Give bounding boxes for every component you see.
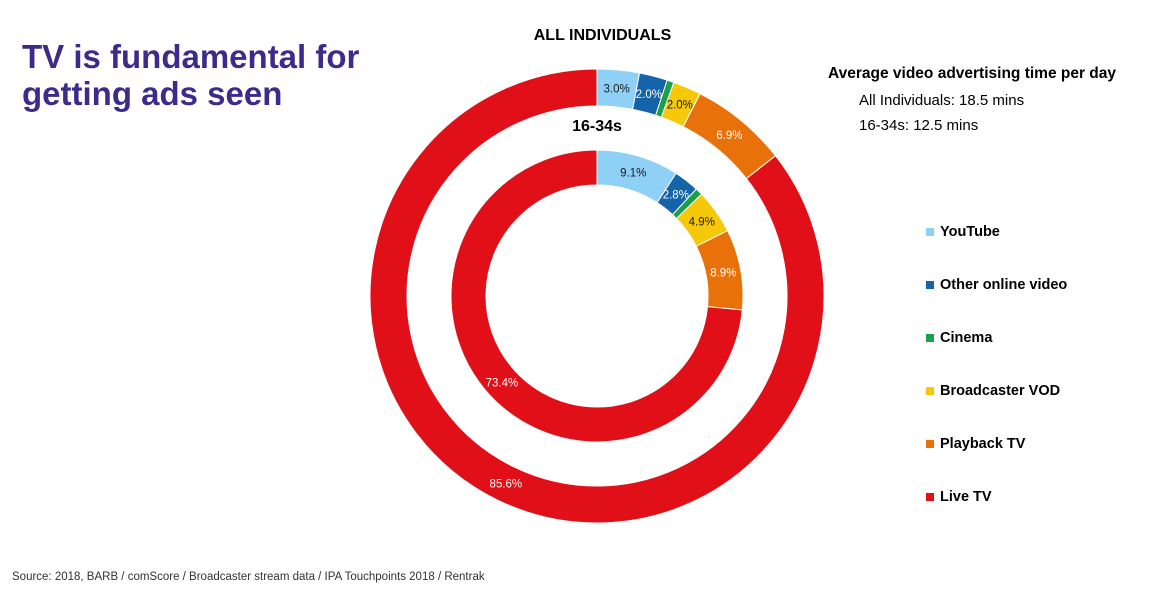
legend-label: Other online video [940,276,1068,293]
info-heading: Average video advertising time per day [828,65,1117,82]
outer-ring-label-broadcaster-vod: 2.0% [667,100,693,112]
legend: YouTube Other online video Cinema Broadcast… [926,205,1067,523]
info-line-all: All Individuals: 18.5 mins [859,92,1025,109]
inner-ring-label-broadcaster-vod: 4.9% [689,217,715,229]
legend-swatch [926,386,934,395]
legend-swatch [926,333,934,342]
legend-label: YouTube [940,223,1000,240]
source-note: Source: 2018, BARB / comScore / Broadcas… [12,571,485,583]
legend-item-live-tv: Live TV [926,470,1067,523]
outer-ring-label-other-online-video: 2.0% [636,89,662,101]
info-panel: Average video advertising time per day A… [828,65,1116,142]
legend-item-broadcaster-vod: Broadcaster VOD [926,364,1067,417]
legend-item-playback-tv: Playback TV [926,417,1067,470]
outer-ring-label-youtube: 3.0% [604,83,630,95]
legend-item-other-online-video: Other online video [926,258,1067,311]
legend-item-cinema: Cinema [926,311,1067,364]
legend-label: Broadcaster VOD [940,382,1061,399]
inner-ring-label-youtube: 9.1% [620,168,646,180]
inner-ring-label: 16-34s [572,118,622,135]
legend-swatch [926,439,934,448]
inner-ring-label-live-tv: 73.4% [486,377,519,389]
outer-ring-slice-live-tv [369,68,825,524]
legend-label: Cinema [940,329,993,346]
outer-ring-label-playback-tv: 6.9% [716,130,742,142]
legend-swatch [926,280,934,289]
chart-title: ALL INDIVIDUALS [533,27,672,44]
inner-ring-slice-live-tv [450,149,743,443]
legend-swatch [926,492,934,501]
inner-ring-label-other-online-video: 2.8% [663,190,689,202]
legend-item-youtube: YouTube [926,205,1067,258]
headline: TV is fundamental for getting ads seen [22,38,360,112]
legend-label: Live TV [940,488,992,505]
legend-swatch [926,227,934,236]
info-line-1634: 16-34s: 12.5 mins [859,117,979,134]
outer-ring-label-live-tv: 85.6% [490,479,523,491]
inner-ring-label-playback-tv: 8.9% [710,267,736,279]
legend-label: Playback TV [940,435,1026,452]
